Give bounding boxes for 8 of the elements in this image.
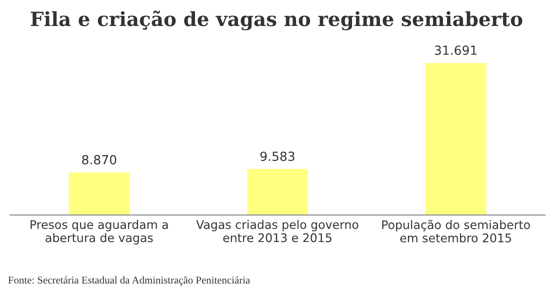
- data-label: 31.691: [434, 46, 477, 55]
- x-tick-label: Vagas criadas pelo governo entre 2013 e 2015: [196, 220, 358, 242]
- data-label: 9.583: [260, 152, 294, 162]
- source-note: Fonte: Secretária Estadual da Administração Penitenciária: [8, 276, 250, 286]
- data-label: 8.870: [82, 155, 116, 164]
- chart-title: Fila e criação de vagas no regime semiaberto: [30, 10, 522, 30]
- x-tick-label: Presos que aguardam a abertura de vagas: [30, 220, 168, 245]
- x-tick-label: População do semiaberto em setembro 2015: [382, 220, 530, 242]
